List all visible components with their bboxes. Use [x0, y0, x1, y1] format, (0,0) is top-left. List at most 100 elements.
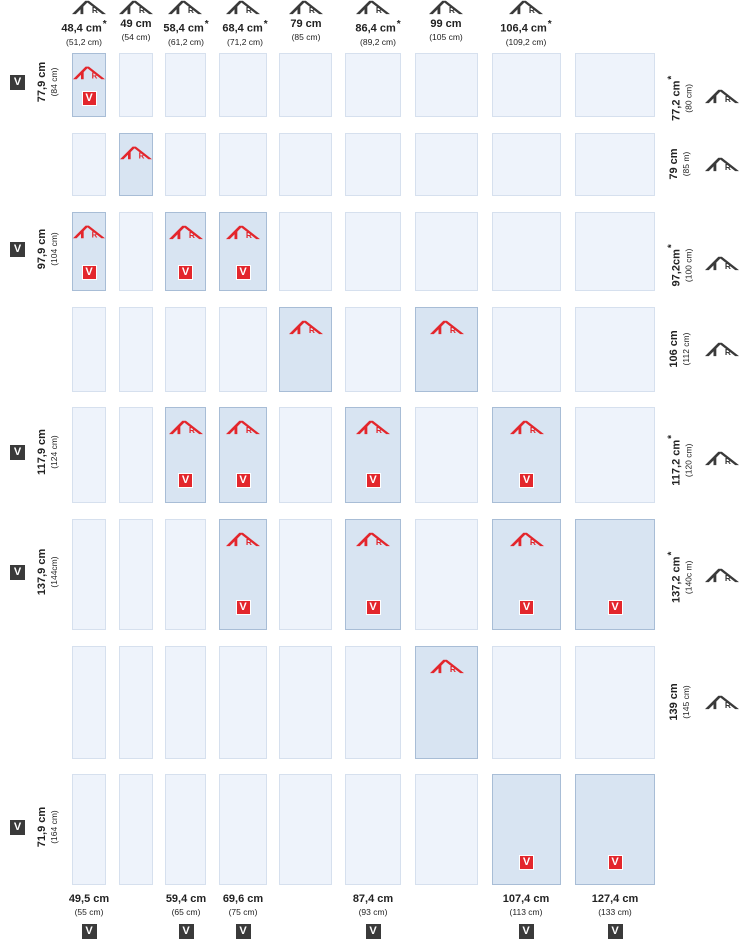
svg-text:R: R [246, 230, 252, 240]
height-value: 117,9 cm [36, 429, 48, 475]
size-cell [219, 646, 267, 759]
size-cell [219, 307, 267, 392]
width-value: 99 cm [430, 18, 462, 30]
size-cell [345, 307, 401, 392]
size-cell [219, 133, 267, 196]
v-red-badge: V [519, 855, 534, 870]
width-value: 87,4 cm [352, 893, 394, 905]
v-dark-badge: V [10, 75, 25, 90]
v-red-badge: V [519, 600, 534, 615]
roof-icon: R [119, 0, 153, 15]
svg-text:R: R [188, 230, 194, 240]
svg-text:R: R [725, 700, 731, 710]
height-value: 117,2 cm* [666, 434, 683, 486]
bottom-width-label: 59,4 cm (65 cm) [146, 893, 226, 918]
size-cell [119, 774, 153, 885]
size-cell [492, 212, 561, 291]
top-width-label: 106,4 cm* (109,2 cm) [486, 18, 566, 48]
available-size-cell [119, 133, 153, 196]
svg-text:R: R [139, 5, 145, 15]
size-cell [165, 53, 206, 117]
size-cell [219, 774, 267, 885]
size-cell [345, 212, 401, 291]
height-value: 139 cm [668, 682, 680, 721]
width-value: 106,4 cm* [500, 19, 552, 35]
size-cell [72, 646, 106, 759]
size-cell [415, 407, 478, 503]
size-cell [279, 133, 332, 196]
v-red-badge: V [235, 473, 251, 488]
size-cell [575, 646, 655, 759]
left-height-label: 71,9 cm (164 cm) [36, 782, 60, 872]
size-cell [72, 307, 106, 392]
width-sub-value: (109,2 cm) [505, 36, 547, 47]
size-cell [219, 53, 267, 117]
height-sub-value: (140c m) [683, 560, 694, 594]
v-red-badge: V [235, 600, 251, 615]
size-cell [492, 307, 561, 392]
size-cell [119, 307, 153, 392]
roof-icon: R [356, 0, 390, 15]
v-dark-badge: V [607, 924, 623, 939]
roof-icon: R [705, 157, 739, 172]
width-value: 107,4 cm [502, 893, 550, 905]
v-red-badge: V [178, 265, 193, 280]
size-cell [492, 133, 561, 196]
width-value: 86,4 cm* [355, 19, 401, 35]
bottom-width-label: 127,4 cm (133 cm) [575, 893, 655, 918]
width-sub-value: (93 cm) [358, 907, 388, 917]
svg-text:R: R [92, 5, 98, 15]
width-value: 49 cm [120, 18, 152, 30]
size-cell [279, 53, 332, 117]
roof-icon: R [289, 0, 323, 15]
svg-text:R: R [725, 94, 731, 104]
size-cell [279, 212, 332, 291]
asterisk: * [547, 19, 552, 30]
svg-text:R: R [725, 162, 731, 172]
size-cell [575, 407, 655, 503]
width-value: 59,4 cm [165, 893, 207, 905]
width-sub-value: (65 cm) [171, 907, 201, 917]
size-cell [165, 133, 206, 196]
height-sub-value: (84 cm) [49, 67, 59, 97]
roof-red-icon: R [509, 532, 544, 547]
bottom-width-label: 87,4 cm (93 cm) [333, 893, 413, 918]
roof-red-icon: R [509, 420, 544, 435]
size-cell [575, 53, 655, 117]
width-value: 69,6 cm [222, 893, 264, 905]
svg-text:R: R [308, 325, 314, 335]
v-red-badge: V [519, 473, 534, 488]
svg-text:R: R [246, 425, 252, 435]
size-cell [345, 774, 401, 885]
v-red-badge: V [365, 473, 381, 488]
svg-text:R: R [246, 5, 252, 15]
height-sub-value: (144cm) [49, 555, 59, 588]
size-cell [279, 646, 332, 759]
asterisk: * [666, 243, 678, 248]
roof-red-icon: R [288, 320, 323, 335]
roof-red-icon: R [226, 420, 260, 435]
top-width-label: 79 cm (85 cm) [266, 18, 346, 43]
size-cell [415, 212, 478, 291]
v-red-badge: V [235, 265, 251, 280]
roof-icon: R [226, 0, 260, 15]
roof-icon: R [705, 342, 739, 357]
size-cell [575, 133, 655, 196]
v-dark-badge: V [365, 924, 381, 939]
size-cell [119, 53, 153, 117]
height-sub-value: (145 cm) [681, 684, 691, 719]
size-cell [345, 53, 401, 117]
available-size-cell [219, 212, 267, 291]
svg-text:R: R [449, 664, 455, 674]
width-value: 58,4 cm* [163, 19, 209, 35]
roof-red-icon: R [168, 420, 203, 435]
height-value: 79 cm [668, 147, 680, 180]
asterisk: * [666, 551, 678, 556]
asterisk: * [666, 434, 678, 439]
size-cell [72, 133, 106, 196]
top-width-label: 68,4 cm* (71,2 cm) [205, 18, 285, 48]
roof-icon: R [705, 695, 739, 710]
height-value: 106 cm [668, 329, 680, 368]
available-size-cell [165, 212, 206, 291]
svg-text:R: R [376, 425, 382, 435]
